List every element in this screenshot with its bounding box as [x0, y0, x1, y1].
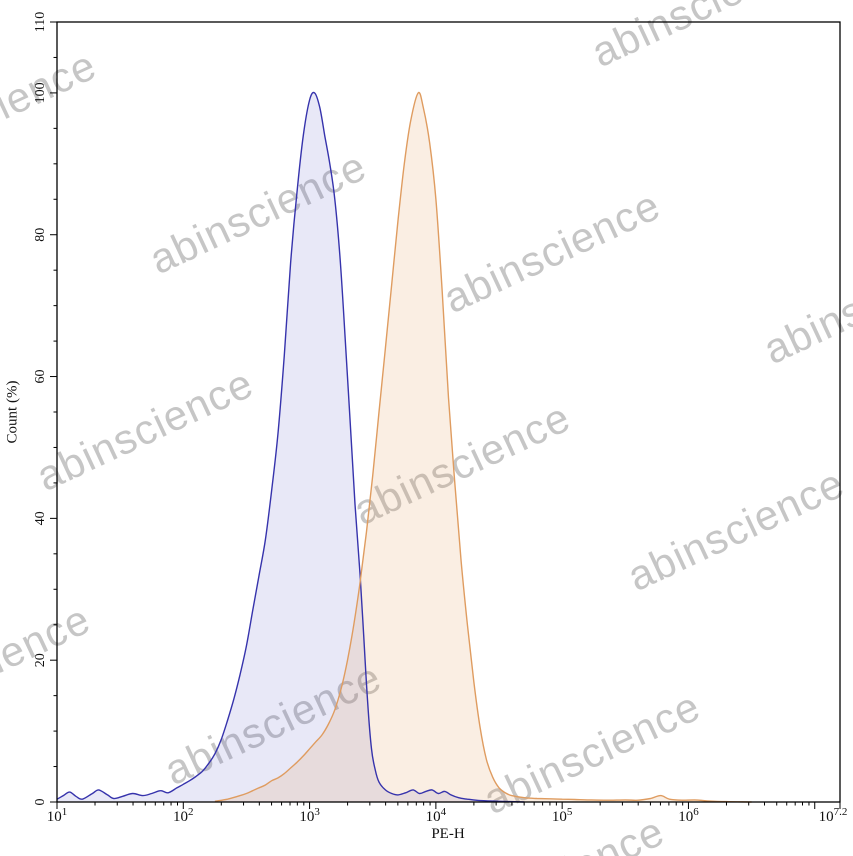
x-tick-label: 103: [299, 806, 320, 825]
y-tick-label: 40: [33, 511, 48, 525]
x-tick-label: 101: [47, 806, 68, 825]
y-tick-label: 60: [33, 370, 48, 384]
blue-histogram-curve: [56, 91, 525, 803]
y-axis-title: Count (%): [4, 380, 21, 444]
x-tick-label: 106: [678, 806, 699, 825]
x-tick-label: 107.2: [819, 806, 848, 825]
y-tick-label: 0: [33, 799, 48, 806]
y-tick-label: 110: [33, 12, 48, 32]
x-axis-title: PE-H: [431, 826, 465, 842]
x-tick-label: 102: [173, 806, 194, 825]
blue-histogram-fill: [57, 92, 525, 802]
x-tick-label: 105: [552, 806, 573, 825]
y-tick-label: 80: [33, 228, 48, 242]
orange-histogram-curve: [214, 91, 752, 803]
x-tick-label: 104: [426, 806, 447, 825]
y-tick-label: 100: [33, 82, 48, 103]
y-tick-label: 20: [33, 653, 48, 667]
